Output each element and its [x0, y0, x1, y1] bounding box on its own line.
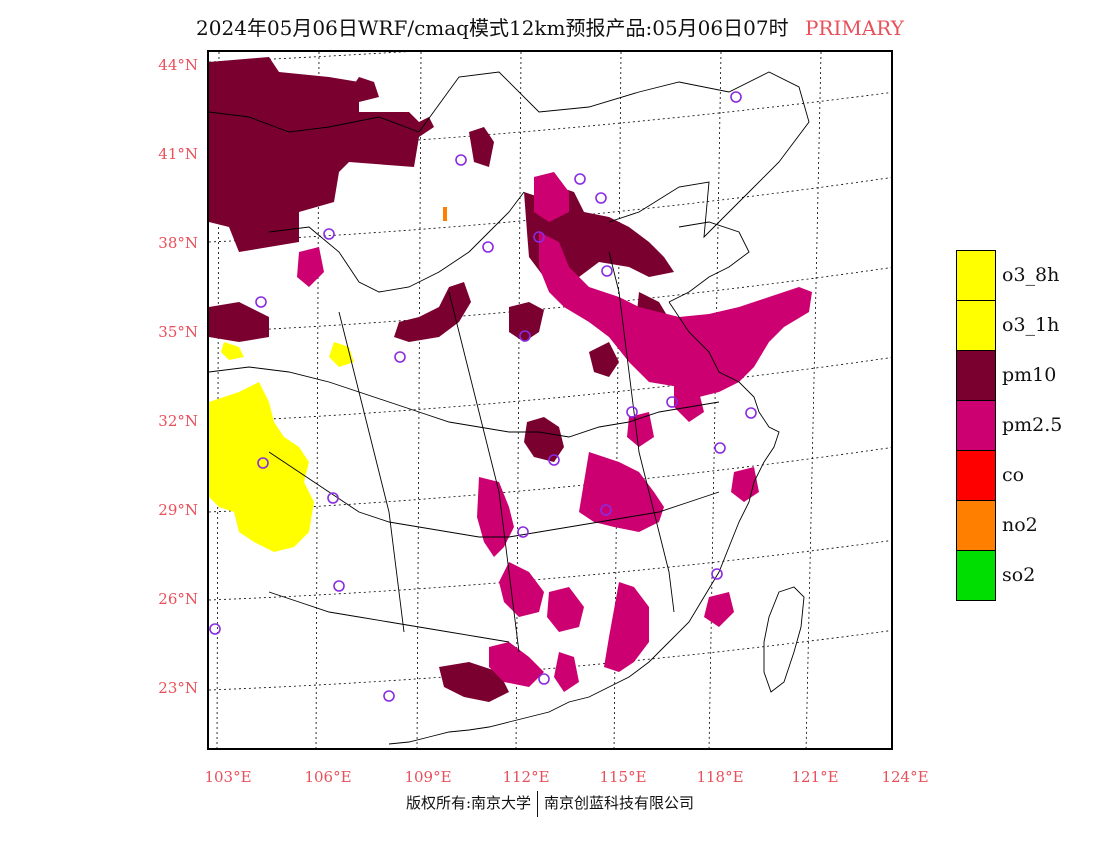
pollution-map [209, 52, 891, 748]
map-area [207, 50, 893, 750]
lat-label-41: 41°N [158, 145, 198, 163]
title-pollutant-code: PRIMARY [804, 16, 904, 40]
station-markers [209, 91, 757, 702]
legend-swatch [956, 300, 996, 351]
lon-label-112: 112°E [502, 768, 550, 786]
lon-label-115: 115°E [599, 768, 647, 786]
footer-divider [537, 791, 539, 817]
boundaries [209, 71, 810, 745]
lat-label-38: 38°N [158, 234, 198, 252]
lon-label-103: 103°E [204, 768, 252, 786]
legend-swatch [956, 500, 996, 551]
o3-patches [209, 342, 354, 552]
legend-label: pm2.5 [1002, 414, 1063, 436]
copyright-left: 版权所有:南京大学 [405, 794, 532, 812]
legend-label: pm10 [1002, 364, 1057, 386]
legend-label: o3_1h [1002, 314, 1060, 336]
lat-label-26: 26°N [158, 590, 198, 608]
no2-patch [443, 207, 447, 221]
lat-label-29: 29°N [158, 501, 198, 519]
legend-label: co [1002, 464, 1025, 486]
legend-swatch [956, 450, 996, 501]
legend-label: o3_8h [1002, 264, 1060, 286]
copyright-right: 南京创蓝科技有限公司 [544, 794, 695, 812]
lat-label-32: 32°N [158, 412, 198, 430]
lat-label-23: 23°N [158, 679, 198, 697]
lon-label-109: 109°E [404, 768, 452, 786]
pm10-patches [209, 57, 674, 702]
lon-label-106: 106°E [304, 768, 352, 786]
lon-label-121: 121°E [791, 768, 839, 786]
map-title: 2024年05月06日WRF/cmaq模式12km预报产品:05月06日07时 … [0, 12, 1100, 41]
lat-label-44: 44°N [158, 56, 198, 74]
lon-label-118: 118°E [696, 768, 744, 786]
legend-swatch [956, 400, 996, 451]
title-text: 2024年05月06日WRF/cmaq模式12km预报产品:05月06日07时 [196, 16, 789, 40]
legend-label: no2 [1002, 514, 1038, 536]
legend-label: so2 [1002, 564, 1036, 586]
lon-label-124: 124°E [881, 768, 929, 786]
legend-swatch [956, 550, 996, 601]
copyright-footer: 版权所有:南京大学 南京创蓝科技有限公司 [0, 791, 1100, 817]
legend-swatch [956, 350, 996, 401]
legend-swatch [956, 250, 996, 301]
lat-label-35: 35°N [158, 323, 198, 341]
